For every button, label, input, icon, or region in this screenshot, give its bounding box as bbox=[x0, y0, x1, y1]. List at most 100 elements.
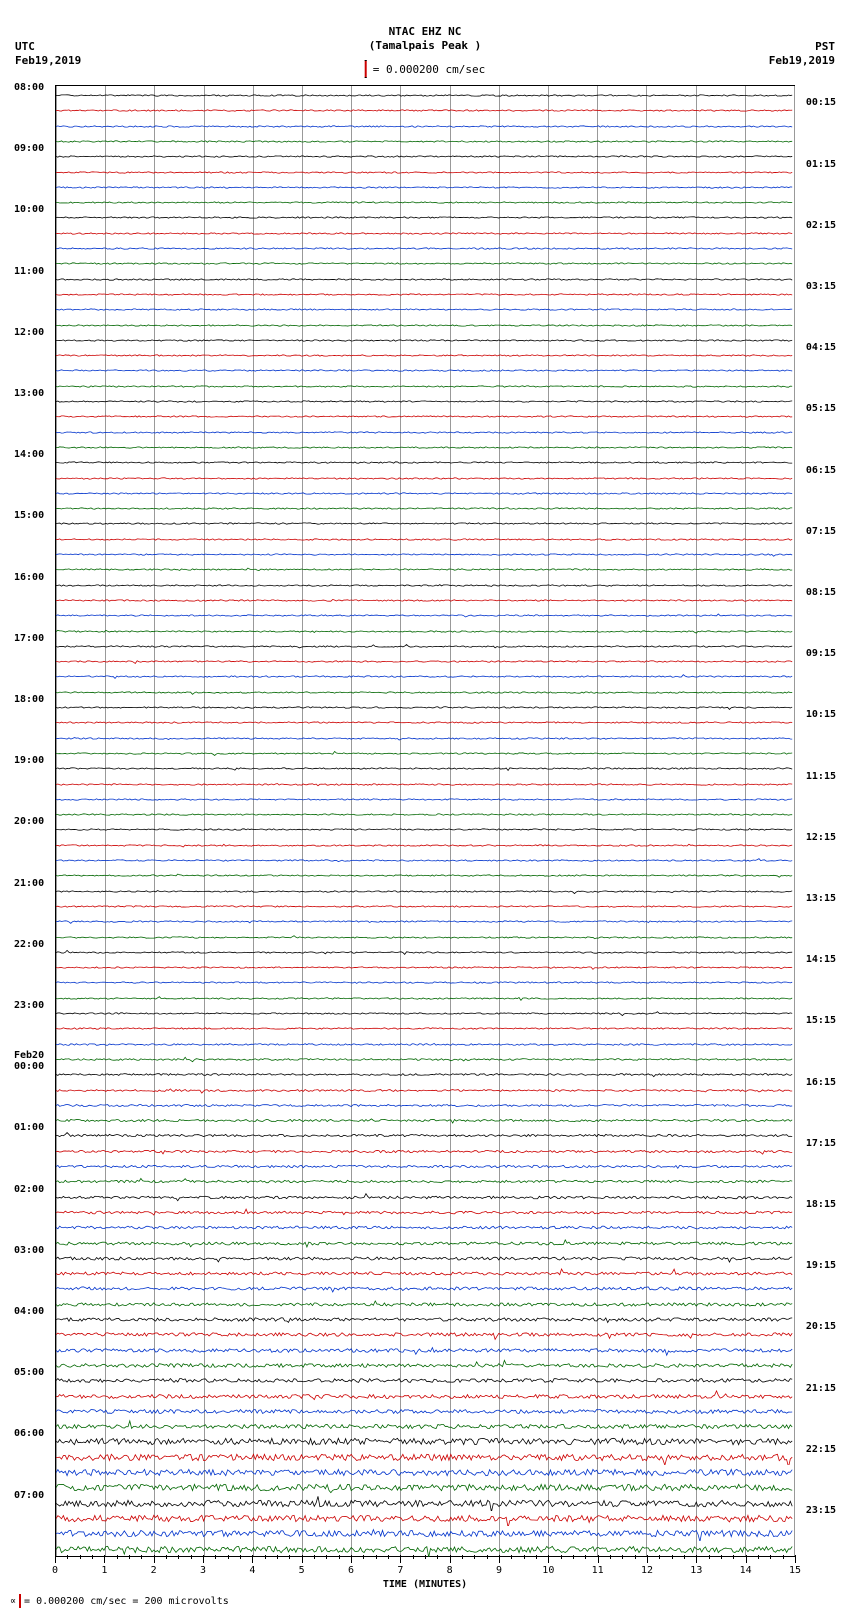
trace-row bbox=[56, 685, 794, 700]
trace-row: 19:15 bbox=[56, 1266, 794, 1281]
x-minor-tick bbox=[536, 1555, 537, 1559]
pst-time-label: 22:15 bbox=[806, 1444, 836, 1455]
pst-time-label: 14:15 bbox=[806, 954, 836, 965]
scale-text: = 0.000200 cm/sec bbox=[373, 63, 486, 76]
footer-text: = 0.000200 cm/sec = 200 microvolts bbox=[24, 1596, 229, 1607]
trace-row bbox=[56, 1343, 794, 1358]
trace-row: 10:00 bbox=[56, 210, 794, 225]
trace-row: 16:15 bbox=[56, 1083, 794, 1098]
trace-row bbox=[56, 1159, 794, 1174]
x-tick-label: 11 bbox=[592, 1565, 604, 1576]
trace-row bbox=[56, 379, 794, 394]
utc-time-label: 11:00 bbox=[14, 266, 44, 277]
trace-row bbox=[56, 562, 794, 577]
x-minor-tick bbox=[228, 1555, 229, 1559]
x-minor-tick bbox=[178, 1555, 179, 1559]
trace-row bbox=[56, 440, 794, 455]
trace-row: 17:15 bbox=[56, 1144, 794, 1159]
trace-row bbox=[56, 731, 794, 746]
pst-time-label: 02:15 bbox=[806, 220, 836, 231]
trace-row: 00:15 bbox=[56, 103, 794, 118]
utc-time-label: 01:00 bbox=[14, 1122, 44, 1133]
trace-row: 00:00Feb20 bbox=[56, 1067, 794, 1082]
pst-time-label: 01:15 bbox=[806, 159, 836, 170]
x-minor-tick bbox=[289, 1555, 290, 1559]
trace-row bbox=[56, 1052, 794, 1067]
x-tick bbox=[696, 1555, 697, 1563]
trace-row bbox=[56, 425, 794, 440]
trace-row bbox=[56, 1113, 794, 1128]
utc-label: UTC bbox=[15, 40, 35, 53]
trace-row bbox=[56, 1037, 794, 1052]
x-minor-tick bbox=[610, 1555, 611, 1559]
x-minor-tick bbox=[376, 1555, 377, 1559]
x-minor-tick bbox=[758, 1555, 759, 1559]
header: NTAC EHZ NC (Tamalpais Peak ) bbox=[0, 25, 850, 54]
trace-row bbox=[56, 256, 794, 271]
trace-row: 13:00 bbox=[56, 394, 794, 409]
x-minor-tick bbox=[672, 1555, 673, 1559]
x-minor-tick bbox=[462, 1555, 463, 1559]
x-tick-label: 7 bbox=[397, 1565, 403, 1576]
x-tick bbox=[302, 1555, 303, 1563]
utc-time-label: 08:00 bbox=[14, 82, 44, 93]
x-tick bbox=[351, 1555, 352, 1563]
x-minor-tick bbox=[585, 1555, 586, 1559]
pst-time-label: 09:15 bbox=[806, 648, 836, 659]
pst-time-label: 17:15 bbox=[806, 1138, 836, 1149]
pst-time-label: 11:15 bbox=[806, 771, 836, 782]
trace-row bbox=[56, 868, 794, 883]
trace-row bbox=[56, 624, 794, 639]
utc-time-label: 18:00 bbox=[14, 694, 44, 705]
trace-row: 14:00 bbox=[56, 455, 794, 470]
x-minor-tick bbox=[339, 1555, 340, 1559]
trace-row: 09:00 bbox=[56, 149, 794, 164]
pst-time-label: 07:15 bbox=[806, 526, 836, 537]
trace-row bbox=[56, 1174, 794, 1189]
x-tick-label: 15 bbox=[789, 1565, 801, 1576]
trace-row: 12:15 bbox=[56, 838, 794, 853]
utc-time-label: 22:00 bbox=[14, 939, 44, 950]
x-minor-tick bbox=[363, 1555, 364, 1559]
trace-row bbox=[56, 1098, 794, 1113]
utc-time-label: 06:00 bbox=[14, 1428, 44, 1439]
x-minor-tick bbox=[635, 1555, 636, 1559]
x-axis: TIME (MINUTES) 0123456789101112131415 bbox=[55, 1555, 795, 1595]
trace-row bbox=[56, 318, 794, 333]
x-minor-tick bbox=[129, 1555, 130, 1559]
x-tick bbox=[746, 1555, 747, 1563]
trace-row bbox=[56, 792, 794, 807]
x-minor-tick bbox=[733, 1555, 734, 1559]
utc-time-label: 09:00 bbox=[14, 143, 44, 154]
pst-label: PST bbox=[815, 40, 835, 53]
utc-time-label: 15:00 bbox=[14, 510, 44, 521]
x-tick bbox=[104, 1555, 105, 1563]
utc-time-label: 12:00 bbox=[14, 327, 44, 338]
seismogram-plot: 08:0000:1509:0001:1510:0002:1511:0003:15… bbox=[55, 85, 795, 1557]
x-minor-tick bbox=[314, 1555, 315, 1559]
utc-time-label: 17:00 bbox=[14, 633, 44, 644]
scale-bar-icon bbox=[365, 60, 367, 78]
trace-row: 05:15 bbox=[56, 409, 794, 424]
x-minor-tick bbox=[326, 1555, 327, 1559]
x-minor-tick bbox=[573, 1555, 574, 1559]
trace-row: 17:00 bbox=[56, 639, 794, 654]
trace-row: 14:15 bbox=[56, 960, 794, 975]
x-tick bbox=[400, 1555, 401, 1563]
trace-row: 11:15 bbox=[56, 777, 794, 792]
utc-time-label: 13:00 bbox=[14, 388, 44, 399]
x-tick-label: 3 bbox=[200, 1565, 206, 1576]
trace-row: 08:15 bbox=[56, 593, 794, 608]
scale-indicator: = 0.000200 cm/sec bbox=[365, 60, 486, 78]
trace-row bbox=[56, 1358, 794, 1373]
utc-time-label: 16:00 bbox=[14, 572, 44, 583]
footer-scale: ∝ = 0.000200 cm/sec = 200 microvolts bbox=[10, 1594, 229, 1608]
utc-time-label: 10:00 bbox=[14, 204, 44, 215]
trace-row: 22:00 bbox=[56, 945, 794, 960]
pst-time-label: 10:15 bbox=[806, 709, 836, 720]
pst-time-label: 13:15 bbox=[806, 893, 836, 904]
x-tick-label: 6 bbox=[348, 1565, 354, 1576]
trace-row bbox=[56, 119, 794, 134]
trace-row: 18:15 bbox=[56, 1205, 794, 1220]
trace-row bbox=[56, 1236, 794, 1251]
